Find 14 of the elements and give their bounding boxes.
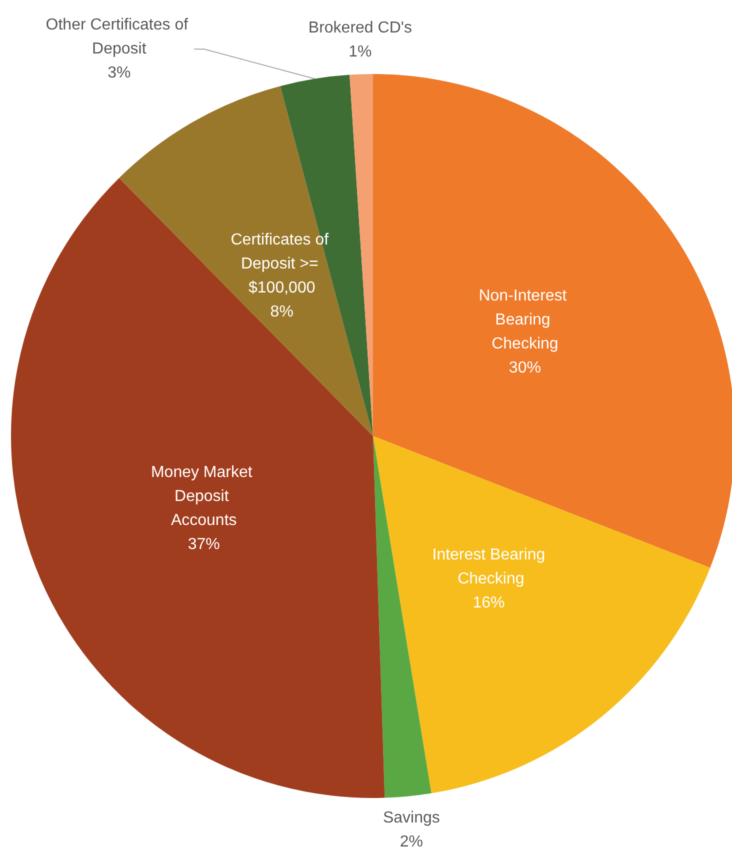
data-label: 30% (508, 360, 541, 377)
slice-label: Interest Bearing Checking (432, 546, 546, 588)
data-label: 8% (270, 304, 294, 321)
slice-label: Other Certificates of Deposit (46, 16, 193, 58)
data-label: 2% (400, 834, 423, 851)
slice-label: Money Market Deposit Accounts (150, 464, 257, 529)
data-label: 37% (188, 536, 220, 553)
data-label: 3% (108, 64, 131, 82)
data-label: 16% (472, 594, 505, 612)
slice-label: Certificates of Deposit >= $100,000 (230, 232, 333, 297)
slice-label: Non-Interest Bearing Checking (478, 288, 572, 353)
slice-label: Brokered CD's (308, 20, 412, 37)
data-label: 1% (348, 44, 372, 61)
slice-label: Savings (382, 810, 440, 827)
